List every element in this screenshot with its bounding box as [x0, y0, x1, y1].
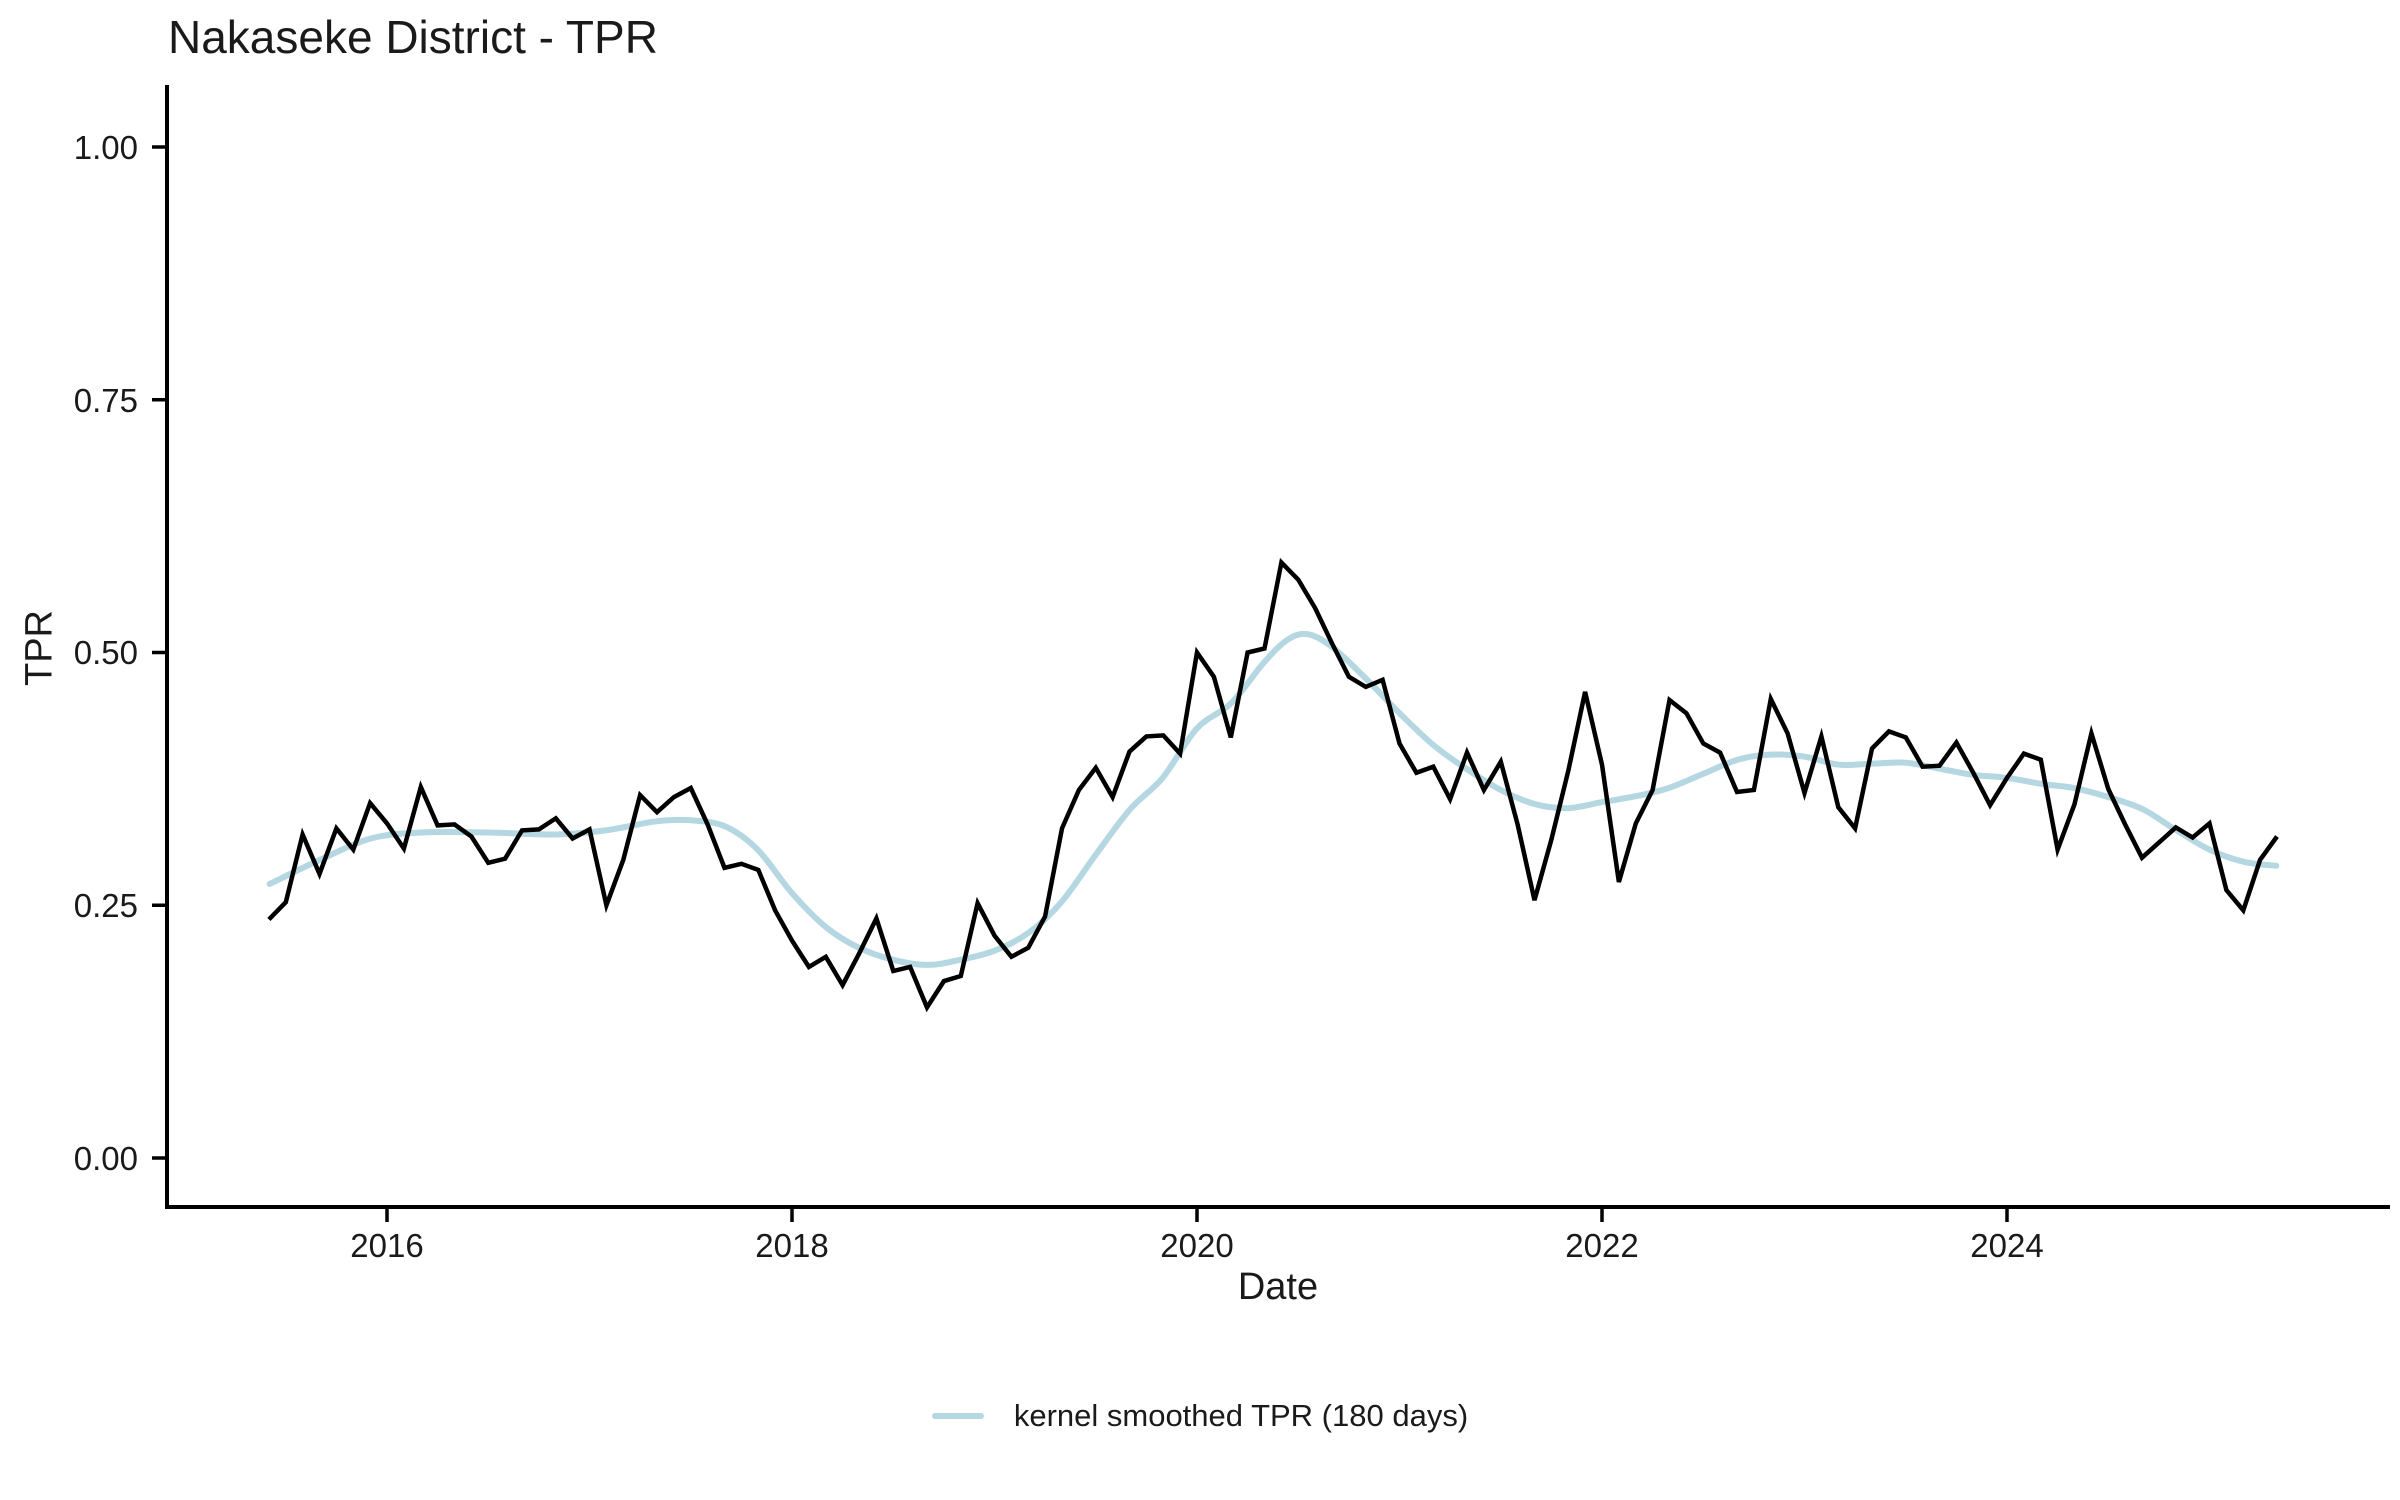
legend-item-label: kernel smoothed TPR (180 days) — [1013, 1398, 1469, 1433]
y-tick-label-0.00: 0.00 — [73, 1140, 138, 1177]
page-title: Nakaseke District - TPR — [168, 11, 658, 63]
raw-series-line — [267, 557, 2279, 1013]
smoothed-series-line — [266, 630, 2280, 968]
x-tick-label-2024: 2024 — [1970, 1227, 2044, 1264]
y-tick-label-0.50: 0.50 — [73, 634, 138, 671]
x-tick-label-2020: 2020 — [1160, 1227, 1234, 1264]
x-tick-label-2018: 2018 — [755, 1227, 829, 1264]
legend: kernel smoothed TPR (180 days) — [0, 1398, 2400, 1434]
x-tick-label-2022: 2022 — [1565, 1227, 1639, 1264]
x-axis-title: Date — [1237, 1266, 1319, 1308]
y-axis-title: TPR — [18, 610, 61, 686]
y-tick-label-0.75: 0.75 — [73, 382, 138, 419]
x-tick-label-2016: 2016 — [350, 1227, 424, 1264]
y-tick-label-1.00: 1.00 — [73, 129, 138, 166]
y-tick-label-0.25: 0.25 — [73, 887, 138, 924]
smoothed-line-swatch — [931, 1413, 984, 1419]
